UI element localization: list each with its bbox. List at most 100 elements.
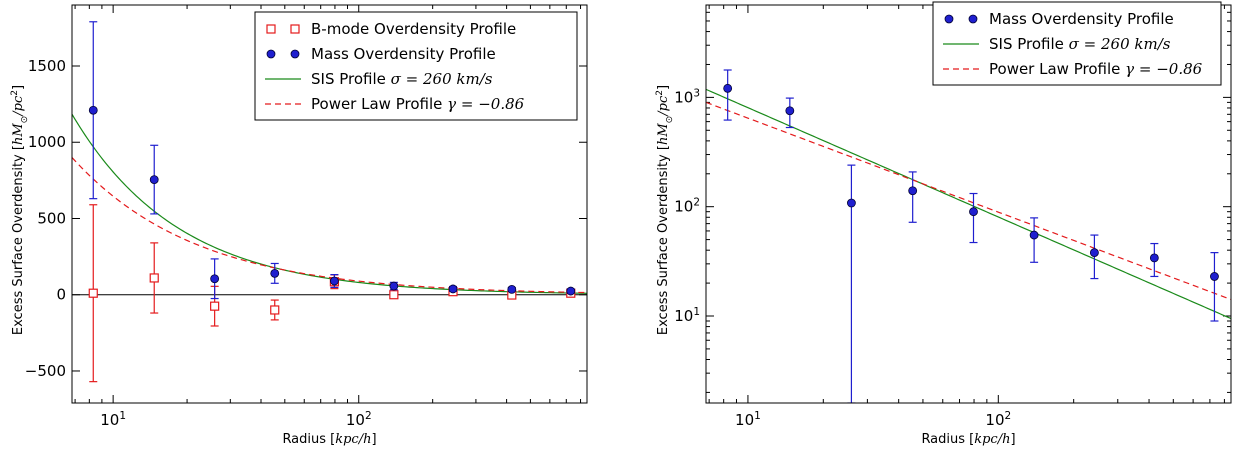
y-axis-label-part: hM <box>11 123 26 145</box>
legend-box <box>932 1 1222 86</box>
sis-profile-line <box>72 113 587 294</box>
legend-mass-marker <box>266 49 276 59</box>
sis-profile-line <box>706 88 1231 320</box>
y-tick-label-part: 10 <box>674 88 693 106</box>
y-axis-label-part: 2 <box>10 90 20 96</box>
legend-label: SIS Profile σ = 260 km/s <box>311 70 493 88</box>
legend: Mass Overdensity Profile SIS Profile σ = … <box>932 1 1222 86</box>
legend-label-part: Mass Overdensity Profile <box>989 10 1174 28</box>
x-axis-label: Radius [kpc/h] <box>282 432 376 447</box>
plot-area <box>706 69 1231 403</box>
y-tick-label: 103 <box>674 87 700 106</box>
y-tick-label: 500 <box>37 209 66 227</box>
y-axis-label-part: /pc <box>656 95 671 118</box>
legend-label-part: Power Law Profile <box>311 95 442 113</box>
x-axis-label-part: Radius [ <box>282 432 335 447</box>
y-axis-label: Excess Surface Overdensity [hM⊙/pc2] <box>655 85 675 335</box>
legend-label-part: SIS Profile <box>989 35 1064 53</box>
y-tick-label: 1500 <box>28 57 66 75</box>
b-mode-point <box>149 273 159 283</box>
legend-label: Power Law Profile γ = −0.86 <box>989 60 1203 78</box>
mass-point <box>448 284 458 294</box>
x-axis-label-part: kpc/h <box>335 432 371 447</box>
legend-label-part: B-mode Overdensity Profile <box>311 20 516 38</box>
y-axis-label-part: hM <box>656 123 671 145</box>
plot-frame <box>71 4 588 404</box>
mass-point <box>329 276 339 286</box>
legend-label-part: σ = 260 km/s <box>391 70 493 88</box>
legend-label-part: Power Law Profile <box>989 60 1120 78</box>
legend-label-part: γ = −0.86 <box>1125 60 1202 78</box>
legend-mass-marker <box>290 49 300 59</box>
x-tick-label: 101 <box>100 410 126 429</box>
y-axis-label-part: Excess Surface Overdensity [ <box>11 145 26 335</box>
x-tick-label-part: 2 <box>365 410 372 422</box>
x-axis-label-part: ] <box>371 432 376 447</box>
y-axis-label-part: Excess Surface Overdensity [ <box>656 145 671 335</box>
y-axis-label-part: /pc <box>11 95 26 118</box>
x-tick-label-part: 2 <box>1005 410 1012 422</box>
x-tick-label: 102 <box>346 410 372 429</box>
mass-point <box>210 274 220 284</box>
y-axis-label-part: ] <box>656 85 671 90</box>
legend-label-part: Mass Overdensity Profile <box>311 45 496 63</box>
y-tick-label-part: 3 <box>693 87 700 99</box>
legend-b-mode-marker <box>290 24 300 34</box>
y-axis-label-part: ⊙ <box>20 116 30 124</box>
b-mode-point <box>270 305 280 315</box>
mass-point <box>1089 248 1099 258</box>
legend-b-mode-marker <box>266 24 276 34</box>
mass-point <box>969 207 978 217</box>
mass-point <box>88 105 98 115</box>
legend-label: Mass Overdensity Profile <box>989 10 1174 28</box>
mass-point <box>566 286 576 296</box>
legend-label-part: σ = 260 km/s <box>1069 35 1171 53</box>
x-tick-label-part: 10 <box>735 411 754 429</box>
x-tick-label-part: 10 <box>985 411 1004 429</box>
x-tick-label-part: 10 <box>100 411 119 429</box>
x-tick-label-part: 1 <box>119 410 126 422</box>
y-tick-label-part: 1 <box>693 306 700 318</box>
legend: B-mode Overdensity Profile Mass Overdensi… <box>254 11 578 121</box>
legend-label: SIS Profile σ = 260 km/s <box>989 35 1171 53</box>
y-tick-label: 101 <box>674 306 700 325</box>
power-law-profile-line <box>706 101 1231 301</box>
legend-label: B-mode Overdensity Profile <box>311 20 516 38</box>
x-tick-label: 101 <box>735 410 761 429</box>
x-axis-label-part: ] <box>1010 432 1015 447</box>
y-tick-label-part: 2 <box>693 197 700 209</box>
mass-point <box>507 284 517 294</box>
legend-label: Power Law Profile γ = −0.86 <box>311 95 525 113</box>
mass-point <box>149 175 159 185</box>
b-mode-point <box>88 288 98 298</box>
y-tick-label: −500 <box>25 362 66 380</box>
y-axis-label-part: ] <box>11 85 26 90</box>
legend-label-part: SIS Profile <box>311 70 386 88</box>
plot-area <box>72 21 587 383</box>
y-axis-label: Excess Surface Overdensity [hM⊙/pc2] <box>10 85 30 335</box>
mass-point <box>1210 272 1219 281</box>
x-axis-label-part: kpc/h <box>974 432 1010 447</box>
y-axis-label-part: ⊙ <box>665 116 675 124</box>
x-axis-label-part: Radius [ <box>921 432 974 447</box>
mass-point <box>389 281 399 291</box>
y-axis-label-part: 2 <box>655 90 665 96</box>
x-tick-label-part: 1 <box>754 410 761 422</box>
b-mode-point <box>210 301 220 311</box>
mass-point <box>785 106 795 116</box>
y-tick-label: 102 <box>674 197 700 216</box>
power-law-profile-line <box>72 157 587 294</box>
x-tick-label: 102 <box>985 410 1011 429</box>
mass-point <box>1149 253 1159 263</box>
legend-mass-marker <box>968 14 978 24</box>
mass-point <box>908 186 918 196</box>
mass-point <box>1029 230 1039 240</box>
legend-mass-marker <box>944 14 954 24</box>
mass-point <box>723 83 733 93</box>
y-tick-label: 0 <box>56 286 66 304</box>
legend-box <box>254 11 578 121</box>
legend-label-part: γ = −0.86 <box>447 95 524 113</box>
